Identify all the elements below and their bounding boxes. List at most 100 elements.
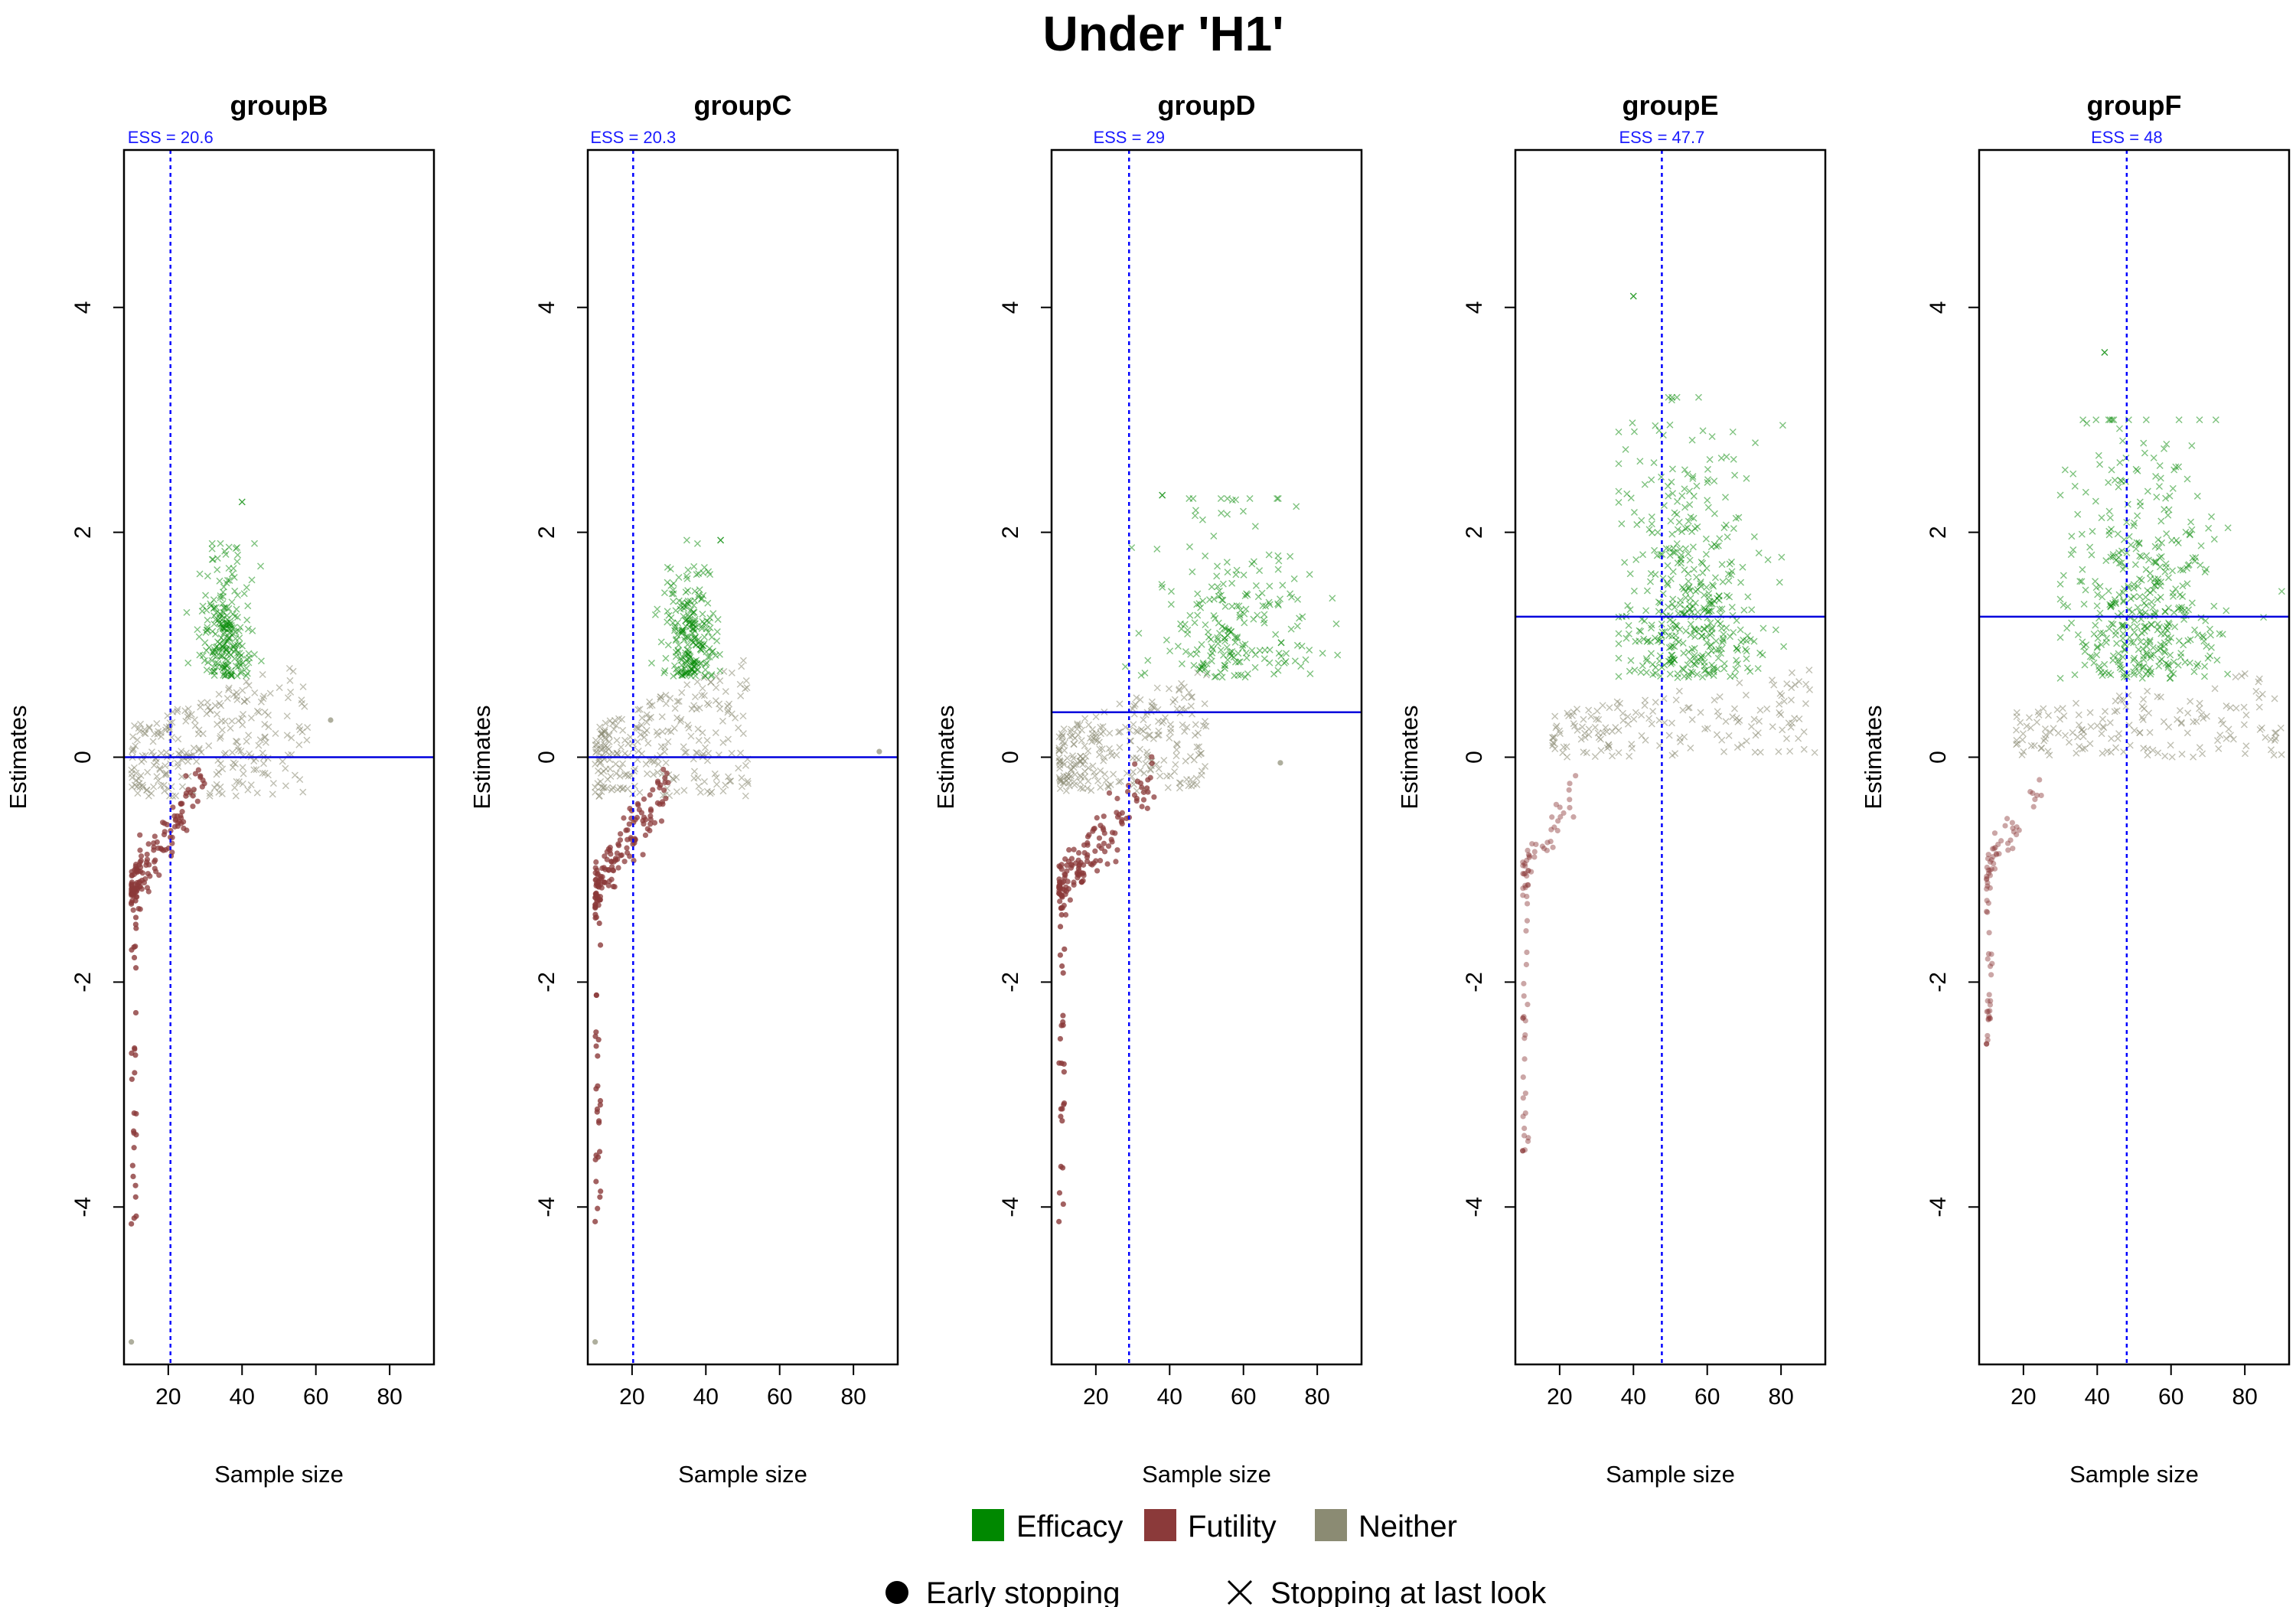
data-point — [1684, 661, 1691, 669]
data-point — [661, 667, 669, 674]
data-point — [695, 783, 703, 790]
x-axis-label: Sample size — [2069, 1461, 2199, 1488]
data-point — [1192, 774, 1200, 782]
data-point — [595, 878, 602, 885]
data-point — [662, 759, 670, 767]
data-point — [1191, 619, 1199, 627]
data-point — [2105, 479, 2112, 487]
data-point — [272, 730, 279, 738]
data-point — [1665, 644, 1673, 651]
data-point — [1207, 636, 1215, 644]
data-point — [1649, 670, 1657, 678]
data-point — [1987, 859, 1994, 865]
data-point — [1244, 591, 1251, 598]
data-point — [693, 678, 701, 686]
data-point — [1984, 1009, 1990, 1015]
data-point — [239, 764, 246, 771]
data-point — [1214, 562, 1221, 570]
data-point — [179, 800, 185, 807]
data-point — [739, 657, 747, 664]
data-point — [142, 730, 149, 738]
data-point — [145, 792, 152, 800]
data-point — [1134, 778, 1141, 784]
data-point — [708, 671, 716, 679]
data-point — [671, 705, 679, 712]
data-point — [1728, 603, 1736, 611]
data-point — [1297, 663, 1305, 670]
data-point — [670, 776, 677, 784]
data-point — [2093, 644, 2101, 651]
data-point — [1141, 734, 1149, 742]
data-point — [2118, 609, 2125, 617]
data-point — [1987, 963, 1994, 970]
data-point — [1068, 725, 1075, 733]
x-tick-label: 80 — [840, 1384, 866, 1410]
data-point — [2177, 566, 2184, 573]
data-point — [2174, 661, 2182, 669]
data-point — [266, 689, 274, 697]
data-point — [1161, 714, 1169, 722]
data-point — [133, 736, 141, 744]
data-point — [2141, 623, 2148, 631]
data-point — [132, 777, 140, 784]
legend-label-neither: Neither — [1358, 1510, 1457, 1543]
data-point — [2142, 670, 2150, 678]
data-point — [1624, 601, 1632, 609]
data-point — [2096, 629, 2104, 637]
data-point — [1566, 787, 1572, 793]
data-point — [1522, 882, 1528, 888]
panel-title: groupD — [1158, 90, 1256, 121]
data-point — [1521, 1035, 1528, 1041]
data-point — [212, 604, 220, 611]
data-point — [2205, 524, 2213, 532]
data-point — [226, 576, 233, 584]
data-point — [1991, 865, 1998, 872]
ess-label: ESS = 20.3 — [590, 128, 676, 147]
data-point — [1994, 852, 2000, 858]
data-point — [2020, 748, 2027, 755]
data-point — [133, 783, 141, 790]
data-point — [700, 692, 708, 699]
data-point — [223, 615, 231, 623]
data-point — [670, 672, 677, 680]
data-point — [227, 672, 235, 680]
data-point — [1261, 655, 1268, 663]
data-point — [674, 647, 682, 654]
x-axis-label: Sample size — [1606, 1461, 1735, 1488]
data-point — [647, 821, 654, 827]
data-point — [181, 825, 187, 832]
data-point — [2138, 702, 2146, 710]
data-point — [1627, 494, 1635, 502]
data-point — [2019, 736, 2027, 744]
data-point — [2161, 647, 2168, 655]
data-point — [1193, 743, 1201, 751]
panel-title: groupE — [1623, 90, 1719, 121]
data-point — [2196, 744, 2203, 751]
data-point — [1678, 492, 1686, 500]
data-point — [1718, 736, 1726, 744]
data-point — [1176, 779, 1183, 787]
data-point — [1626, 570, 1634, 578]
data-point — [1665, 492, 1672, 500]
data-point — [1140, 797, 1147, 803]
data-point — [1701, 592, 1708, 599]
data-point — [2167, 742, 2174, 749]
data-point — [1651, 546, 1658, 554]
data-point — [2141, 622, 2149, 630]
data-point — [1118, 819, 1124, 825]
data-point — [610, 868, 617, 874]
data-point — [2071, 482, 2079, 490]
data-point — [683, 575, 691, 582]
data-point — [2056, 715, 2063, 723]
data-point — [145, 871, 151, 877]
data-point — [2223, 735, 2230, 742]
data-point — [703, 757, 711, 764]
data-point — [673, 631, 681, 639]
data-point — [1658, 551, 1666, 559]
data-point — [2106, 416, 2114, 424]
data-point — [677, 602, 684, 610]
data-point — [728, 669, 735, 676]
data-point — [713, 774, 720, 781]
data-point — [269, 790, 276, 798]
data-point — [1144, 805, 1150, 811]
